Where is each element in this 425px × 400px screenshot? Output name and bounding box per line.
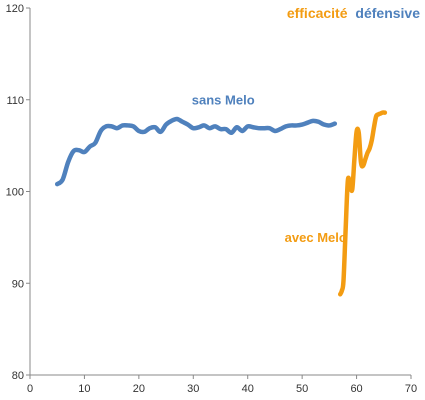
x-tick-label: 40 (242, 383, 254, 395)
axes: 80 90 100 110 120 0 10 20 30 40 50 60 70 (6, 3, 417, 395)
title-part1: efficacité (287, 5, 348, 21)
series-line-avec-melo (337, 110, 388, 297)
x-tick-label: 10 (78, 383, 90, 395)
annotation-avec-melo: avec Melo (285, 230, 347, 245)
x-tick-label: 0 (27, 383, 33, 395)
y-tick-label: 100 (6, 187, 24, 199)
y-tick-label: 80 (12, 370, 24, 382)
annotation-sans-melo: sans Melo (192, 92, 255, 107)
x-tick-label: 50 (296, 383, 308, 395)
y-tick-label: 110 (6, 95, 24, 107)
y-tick-label: 90 (12, 278, 24, 290)
title-part2: défensive (355, 5, 420, 21)
x-tick-label: 60 (350, 383, 362, 395)
x-tick-label: 30 (187, 383, 199, 395)
y-tick-label: 120 (6, 3, 24, 15)
x-tick-label: 70 (405, 383, 417, 395)
annotation-layer: sans Melo avec Melo (192, 92, 347, 245)
chart-title: efficacité défensive (287, 5, 420, 21)
x-tick-label: 20 (133, 383, 145, 395)
series-layer (54, 110, 388, 297)
series-line-sans-melo (54, 116, 338, 187)
